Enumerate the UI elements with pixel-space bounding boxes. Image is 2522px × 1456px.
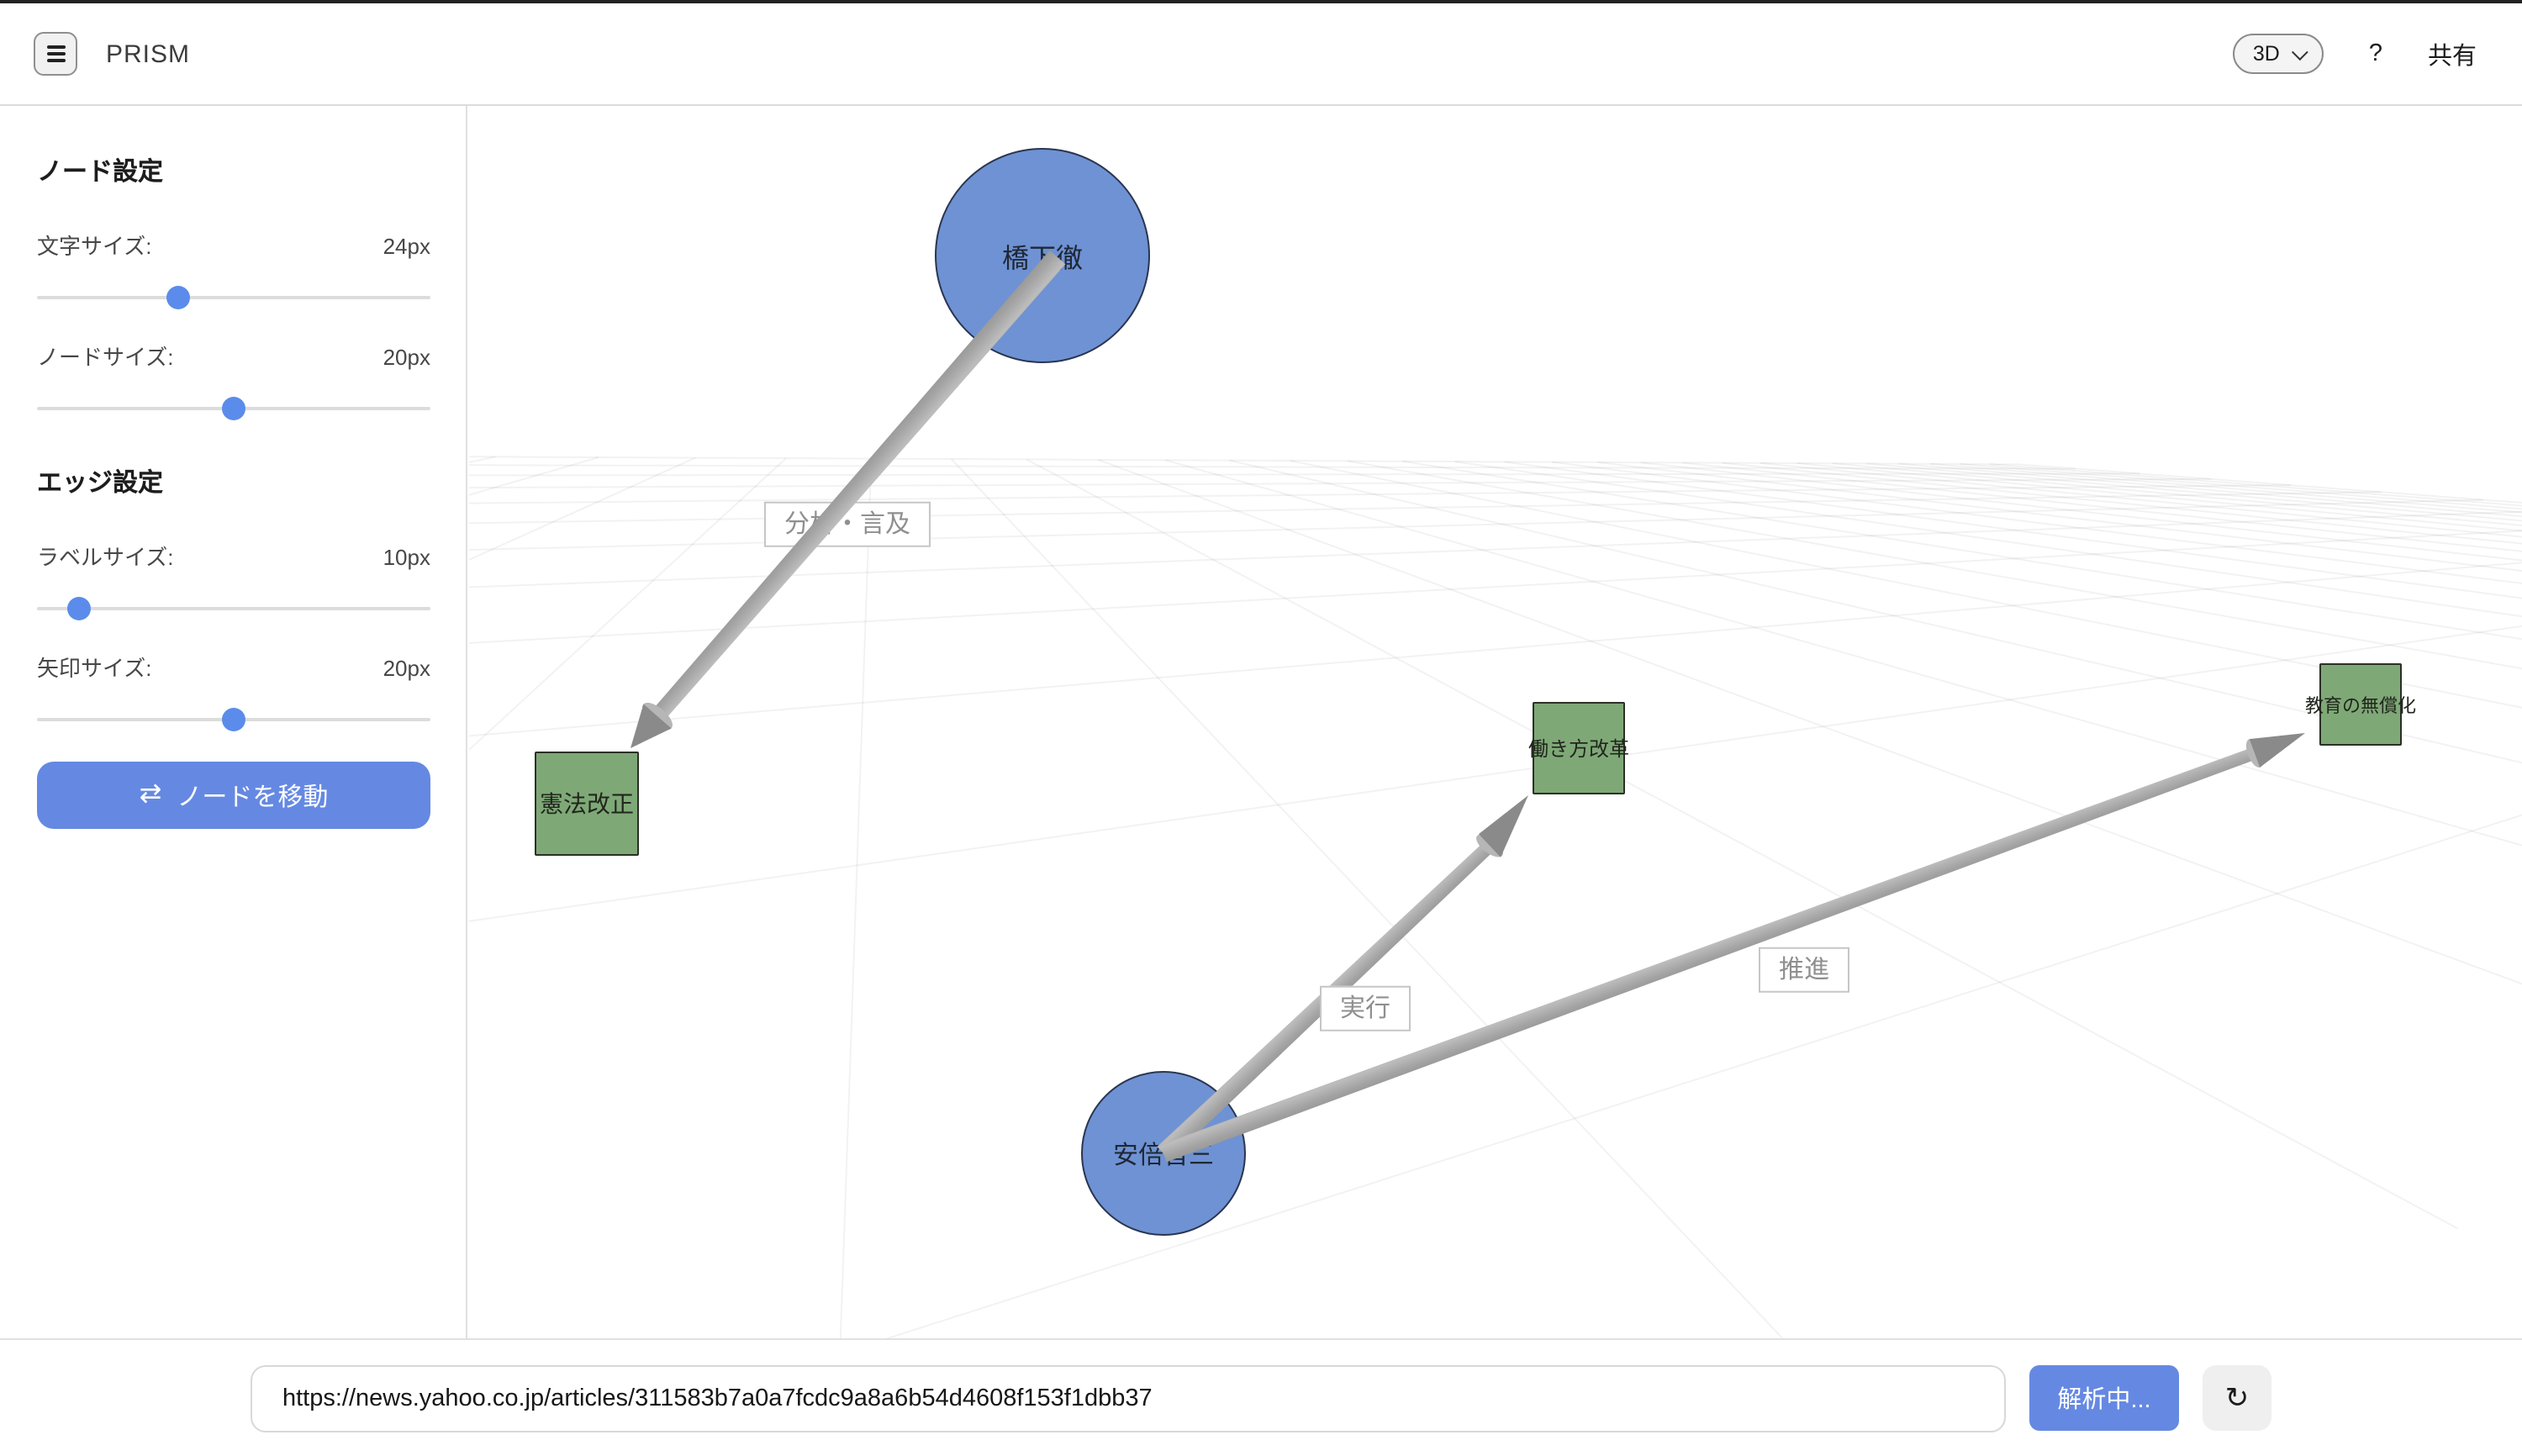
node-kyoiku-mushoka[interactable]: 教育の無償化 [2305, 663, 2416, 746]
header: PRISM 3D ? 共有 [0, 3, 2522, 106]
floor-grid [469, 456, 2522, 1338]
analyze-button[interactable]: 解析中... [2029, 1365, 2179, 1431]
view-mode-value: 3D [2252, 42, 2280, 66]
node-size-label: ノードサイズ: [37, 345, 174, 370]
settings-sidebar: ノード設定文字サイズ: 24px ノードサイズ: 20px エッジ設定ラベルサイズ: 10… [0, 106, 467, 1338]
slider-group-node-text-size: 文字サイズ: 24px [37, 229, 430, 309]
section-title-0: ノード設定 [37, 158, 164, 187]
graph-canvas[interactable]: 分析・言及 橋下徹 憲法改正 働き方改革 教育の無償化 安倍晋三 実行 推進 [469, 106, 2522, 1338]
edge-label-size-value: 10px [383, 545, 430, 570]
url-input[interactable] [251, 1364, 2006, 1432]
header-actions: 3D ? 共有 [2232, 34, 2522, 74]
footer-bar: 解析中... ↻ [0, 1338, 2522, 1456]
app-title: PRISM [106, 40, 191, 68]
reload-button[interactable]: ↻ [2203, 1365, 2271, 1431]
edge-label-size-slider[interactable] [37, 597, 430, 620]
move-node-label: ノードを移動 [177, 783, 329, 811]
arrow-size-label: 矢印サイズ: [37, 656, 152, 681]
node-size-slider[interactable] [37, 397, 430, 420]
swap-arrows-icon: ⇄ [139, 780, 162, 809]
hamburger-icon [46, 45, 65, 63]
menu-button[interactable] [34, 32, 77, 76]
window-top-border [0, 0, 2522, 3]
share-button[interactable]: 共有 [2428, 36, 2477, 71]
slider-group-node-size: ノードサイズ: 20px [37, 340, 430, 420]
node-text-size-label: 文字サイズ: [37, 234, 152, 259]
node-hashimoto-toru[interactable]: 橋下徹 [935, 148, 1150, 363]
reload-icon: ↻ [2224, 1381, 2250, 1413]
arrow-size-slider[interactable] [37, 708, 430, 731]
node-hatarakikata-kaikaku[interactable]: 働き方改革 [1528, 702, 1629, 794]
node-text-size-value: 24px [383, 234, 430, 259]
help-button[interactable]: ? [2368, 40, 2382, 67]
view-mode-dropdown[interactable]: 3D [2232, 34, 2324, 74]
node-kenpo-kaisei[interactable]: 憲法改正 [535, 752, 639, 856]
node-text-size-slider[interactable] [37, 286, 430, 309]
section-title-1: エッジ設定 [37, 469, 164, 498]
slider-group-arrow-size: 矢印サイズ: 20px [37, 651, 430, 731]
node-abe-shinzo[interactable]: 安倍晋三 [1081, 1071, 1246, 1236]
slider-group-edge-label-size: ラベルサイズ: 10px [37, 540, 430, 620]
edge-label-size-label: ラベルサイズ: [37, 545, 174, 570]
node-size-value: 20px [383, 345, 430, 370]
chevron-down-icon [2291, 43, 2308, 61]
arrow-size-value: 20px [383, 656, 430, 681]
move-node-button[interactable]: ⇄ ノードを移動 [37, 762, 430, 829]
